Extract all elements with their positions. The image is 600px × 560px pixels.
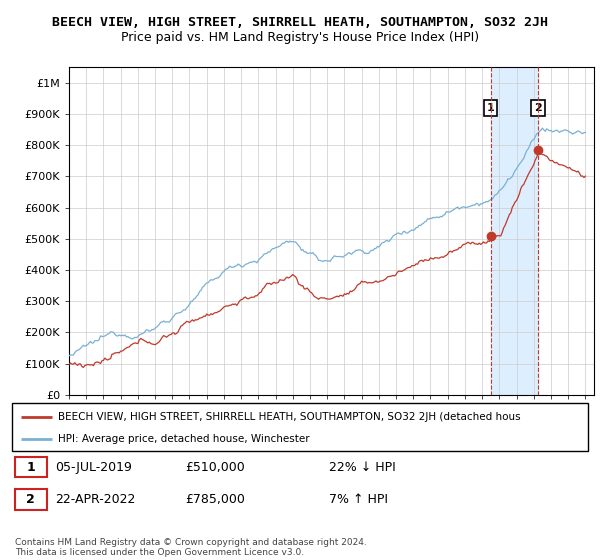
Text: Contains HM Land Registry data © Crown copyright and database right 2024.
This d: Contains HM Land Registry data © Crown c… <box>15 538 367 557</box>
Text: HPI: Average price, detached house, Winchester: HPI: Average price, detached house, Winc… <box>58 434 310 444</box>
Bar <box>491 67 538 395</box>
Text: 1: 1 <box>487 103 494 113</box>
Text: 7% ↑ HPI: 7% ↑ HPI <box>329 493 388 506</box>
Text: BEECH VIEW, HIGH STREET, SHIRRELL HEATH, SOUTHAMPTON, SO32 2JH (detached hous: BEECH VIEW, HIGH STREET, SHIRRELL HEATH,… <box>58 412 521 422</box>
Text: 2: 2 <box>26 493 35 506</box>
Text: 2: 2 <box>534 103 542 113</box>
Text: 22-APR-2022: 22-APR-2022 <box>55 493 136 506</box>
Text: 1: 1 <box>26 461 35 474</box>
Text: BEECH VIEW, HIGH STREET, SHIRRELL HEATH, SOUTHAMPTON, SO32 2JH: BEECH VIEW, HIGH STREET, SHIRRELL HEATH,… <box>52 16 548 29</box>
Text: 05-JUL-2019: 05-JUL-2019 <box>55 461 132 474</box>
Text: £785,000: £785,000 <box>185 493 245 506</box>
Bar <box>15 489 47 510</box>
Bar <box>15 457 47 478</box>
Text: 22% ↓ HPI: 22% ↓ HPI <box>329 461 395 474</box>
Text: Price paid vs. HM Land Registry's House Price Index (HPI): Price paid vs. HM Land Registry's House … <box>121 31 479 44</box>
Text: £510,000: £510,000 <box>185 461 245 474</box>
